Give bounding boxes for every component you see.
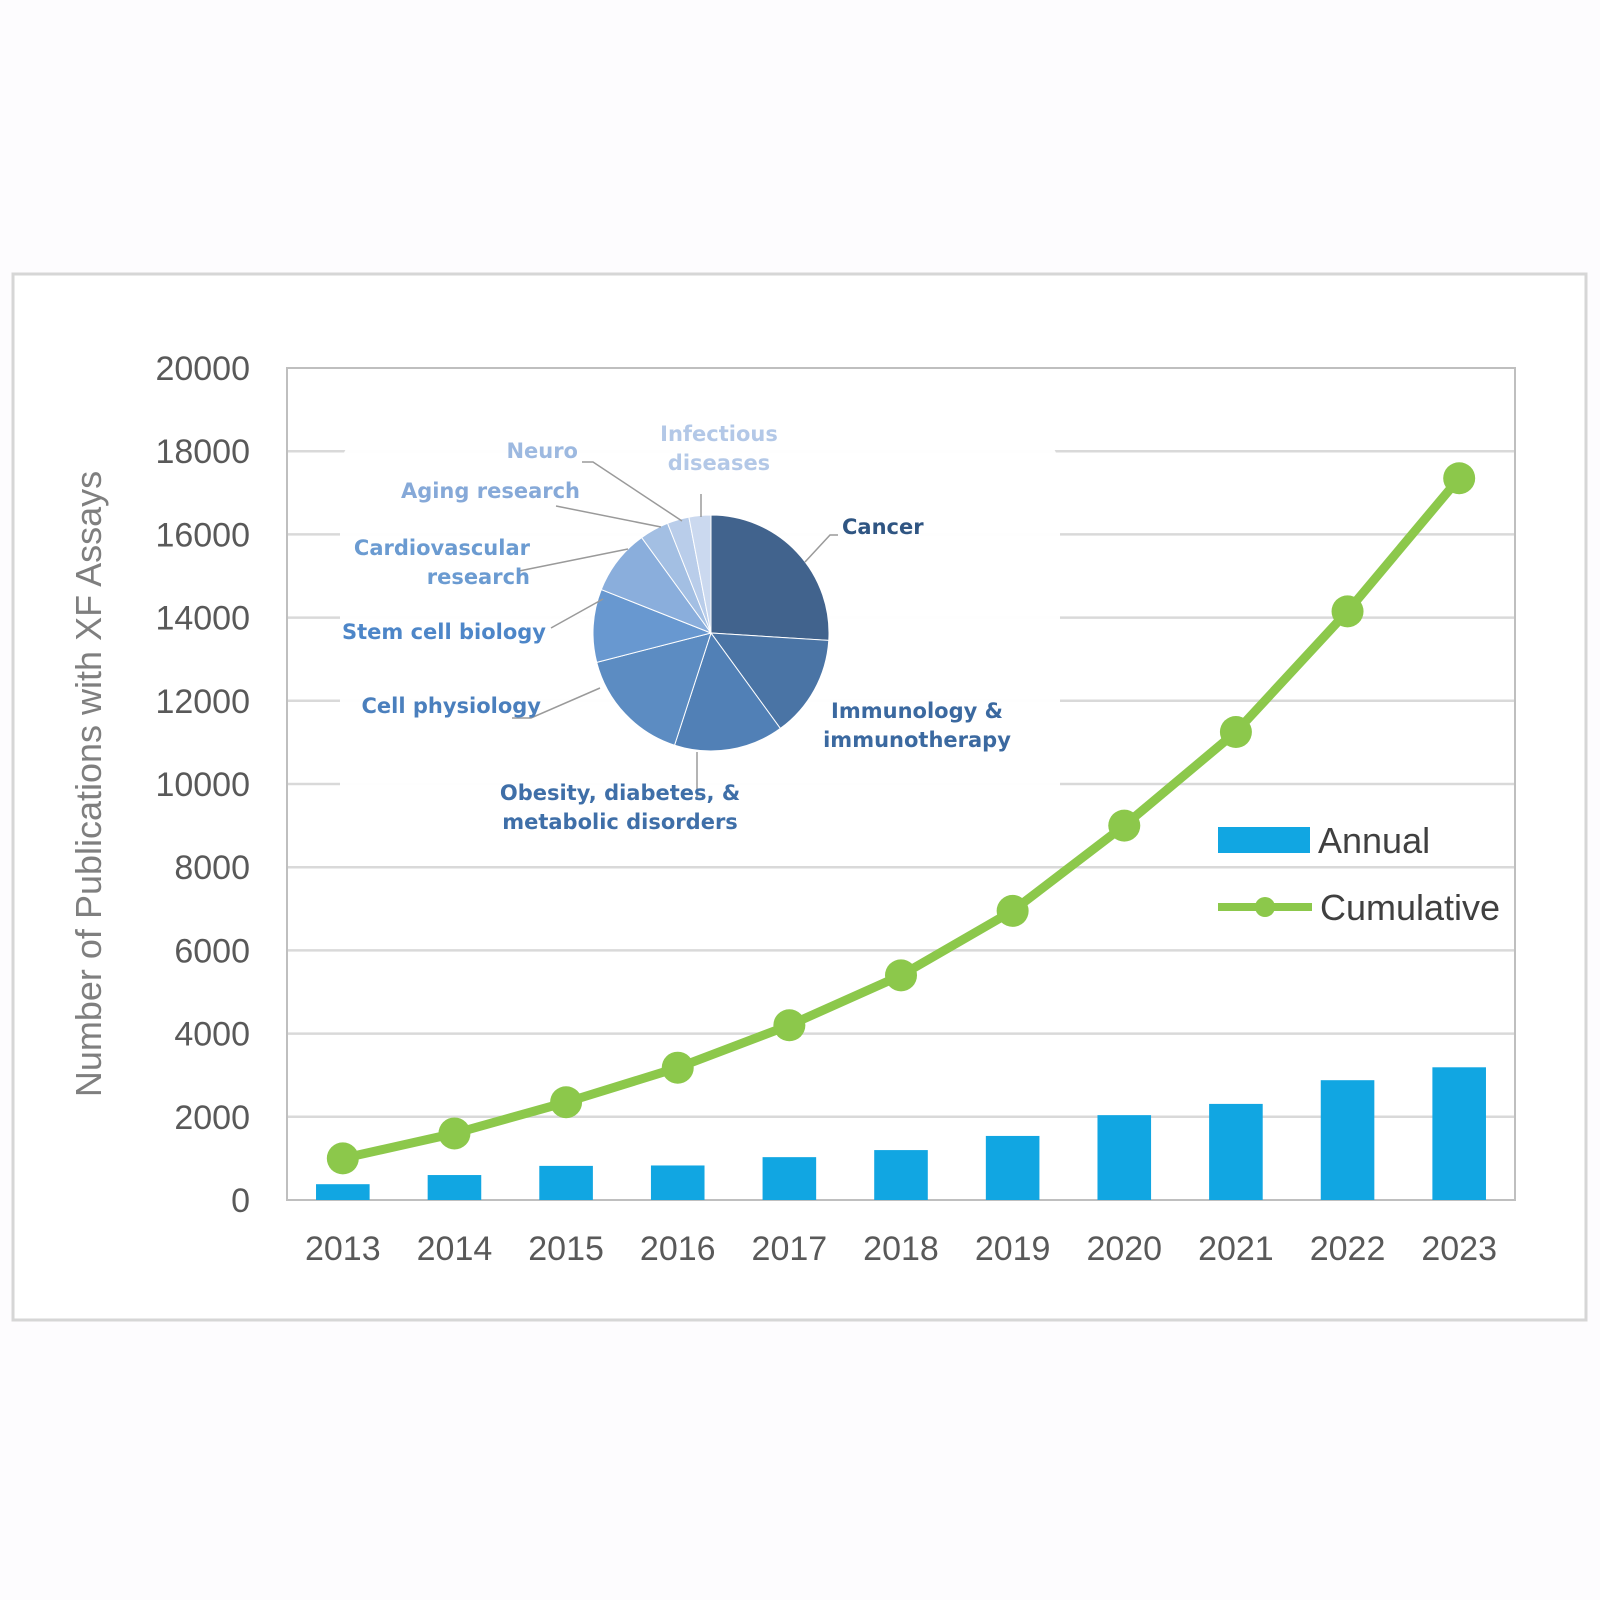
x-tick-label: 2019: [975, 1230, 1051, 1268]
pie-label-infectious: Infectious: [660, 422, 778, 446]
y-tick-label: 16000: [155, 516, 250, 554]
cumulative-point: [326, 1142, 359, 1175]
pie-label-immunotherapy: immunotherapy: [823, 728, 1011, 752]
cumulative-line: [326, 462, 1476, 1175]
y-tick-label: 0: [231, 1182, 250, 1220]
cumulative-point: [1443, 462, 1476, 495]
pie-leader-lines: [512, 461, 838, 800]
legend-cumulative-marker: [1255, 897, 1275, 917]
bar-annual: [427, 1175, 482, 1200]
x-tick-label: 2018: [863, 1230, 939, 1268]
x-tick-label: 2021: [1198, 1230, 1274, 1268]
pie-label-metabolic: metabolic disorders: [502, 810, 738, 834]
y-axis-title: Number of Publications with XF Assays: [68, 471, 109, 1097]
y-tick-label: 10000: [155, 766, 250, 804]
x-axis-ticks: 2013 2014 2015 2016 2017 2018 2019 2020 2021 2022…: [305, 1230, 1497, 1268]
x-tick-label: 2020: [1086, 1230, 1162, 1268]
y-tick-label: 6000: [174, 932, 250, 970]
x-tick-label: 2023: [1421, 1230, 1497, 1268]
leader-cardio: [518, 548, 629, 572]
y-tick-label: 2000: [174, 1099, 250, 1137]
pie-chart: [592, 514, 830, 752]
y-tick-label: 14000: [155, 600, 250, 638]
pie-label-aging: Aging research: [401, 479, 580, 503]
cumulative-point: [773, 1009, 806, 1042]
pie-slice: [710, 514, 830, 641]
cumulative-point: [661, 1051, 694, 1084]
bar-annual: [874, 1150, 928, 1200]
pie-slice: [709, 632, 830, 730]
x-tick-label: 2017: [752, 1230, 828, 1268]
y-axis-ticks: 0 2000 4000 6000 8000 10000 12000 14000 16000 180…: [155, 350, 250, 1220]
pie-label-cell-physiology: Cell physiology: [361, 694, 541, 718]
leader-stemcell: [550, 598, 604, 629]
bar-annual: [1320, 1080, 1375, 1200]
cumulative-point: [1219, 716, 1252, 748]
annual-bars: [316, 1067, 1486, 1200]
pie-label-obesity: Obesity, diabetes, &: [500, 781, 740, 805]
y-tick-label: 12000: [155, 683, 250, 721]
pie-label-cardio-research: research: [427, 565, 530, 589]
cumulative-point: [1331, 595, 1364, 628]
pie-label-cancer: Cancer: [842, 515, 924, 539]
bar-annual: [316, 1184, 370, 1200]
pie-label-diseases: diseases: [668, 451, 770, 475]
bar-annual: [539, 1165, 593, 1200]
bar-annual: [1432, 1067, 1486, 1200]
bar-annual: [762, 1157, 817, 1200]
legend: Annual Cumulative: [1218, 820, 1500, 928]
cumulative-point: [438, 1117, 471, 1150]
pie-slice: [673, 631, 782, 752]
leader-neuro: [582, 461, 683, 522]
bar-annual: [985, 1135, 1040, 1200]
pie-label-immunology: Immunology &: [831, 699, 1003, 723]
cumulative-point: [1108, 809, 1141, 842]
x-tick-label: 2014: [417, 1230, 493, 1268]
y-tick-label: 18000: [155, 433, 250, 471]
leader-aging: [555, 505, 662, 528]
pie-label-stem-cell: Stem cell biology: [342, 620, 546, 644]
leader-cellphys: [512, 687, 601, 719]
y-tick-label: 8000: [174, 849, 250, 887]
pie-slice: [596, 632, 712, 746]
cumulative-point: [996, 894, 1029, 927]
leader-cancer: [804, 534, 838, 563]
legend-annual-swatch: [1218, 827, 1310, 853]
x-tick-label: 2016: [640, 1230, 716, 1268]
bar-annual: [1097, 1115, 1152, 1200]
legend-annual-label: Annual: [1318, 820, 1430, 861]
y-tick-label: 20000: [155, 350, 250, 388]
x-tick-label: 2022: [1310, 1230, 1386, 1268]
x-tick-label: 2013: [305, 1230, 381, 1268]
pie-label-neuro: Neuro: [506, 439, 578, 463]
y-tick-label: 4000: [174, 1016, 250, 1054]
pie-label-cardiovascular: Cardiovascular: [354, 536, 531, 560]
bar-annual: [650, 1165, 705, 1200]
pie-slice: [688, 514, 712, 634]
x-tick-label: 2015: [528, 1230, 604, 1268]
pie-slice: [592, 588, 713, 663]
cumulative-point: [885, 959, 917, 992]
bar-annual: [1209, 1103, 1263, 1200]
legend-cumulative-label: Cumulative: [1320, 887, 1500, 928]
cumulative-point: [550, 1086, 583, 1119]
